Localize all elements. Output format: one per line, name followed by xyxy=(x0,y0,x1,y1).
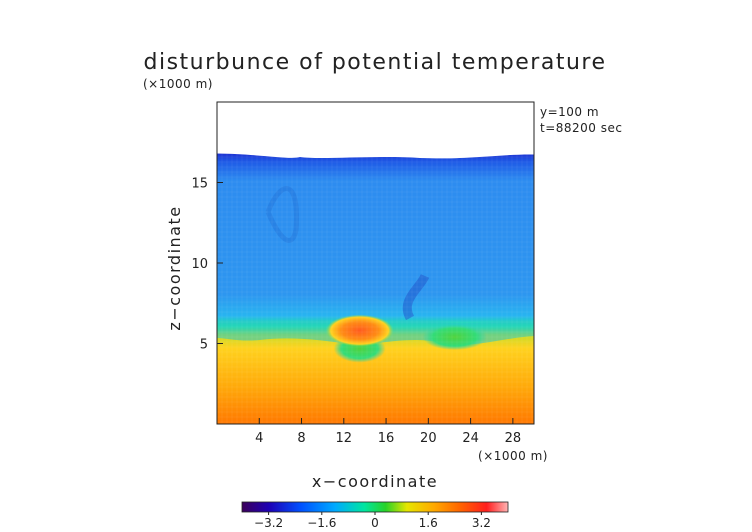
y-tick-label: 10 xyxy=(191,257,208,272)
y-tick-label: 15 xyxy=(191,177,208,192)
temperature-field xyxy=(217,102,534,424)
y-tick-label: 5 xyxy=(200,338,208,353)
colorbar-tick-label: 0 xyxy=(371,516,379,530)
x-unit-label: (×1000 m) xyxy=(478,449,548,463)
chart-title: disturbunce of potential temperature xyxy=(144,50,607,75)
x-tick-label: 16 xyxy=(378,431,395,446)
x-axis-label: x−coordinate xyxy=(312,472,438,491)
field-body xyxy=(217,154,534,424)
annotation-time: t=88200 sec xyxy=(540,121,622,135)
annotation-y-position: y=100 m xyxy=(540,105,599,119)
y-axis-label: z−coordinate xyxy=(165,205,184,330)
x-tick-label: 20 xyxy=(420,431,437,446)
y-unit-label: (×1000 m) xyxy=(143,77,213,91)
colorbar-tick-label: 3.2 xyxy=(472,516,491,530)
colorbar-tick-label: 1.6 xyxy=(419,516,438,530)
x-tick-label: 24 xyxy=(462,431,479,446)
x-tick-label: 4 xyxy=(255,431,263,446)
x-tick-label: 12 xyxy=(336,431,353,446)
x-tick-label: 8 xyxy=(297,431,305,446)
colorbar xyxy=(242,502,508,512)
colorbar-ticks: −3.2 −1.6 0 1.6 3.2 xyxy=(254,512,491,530)
x-tick-label: 28 xyxy=(505,431,522,446)
colorbar-tick-label: −1.6 xyxy=(307,516,336,530)
colorbar-tick-label: −3.2 xyxy=(254,516,283,530)
